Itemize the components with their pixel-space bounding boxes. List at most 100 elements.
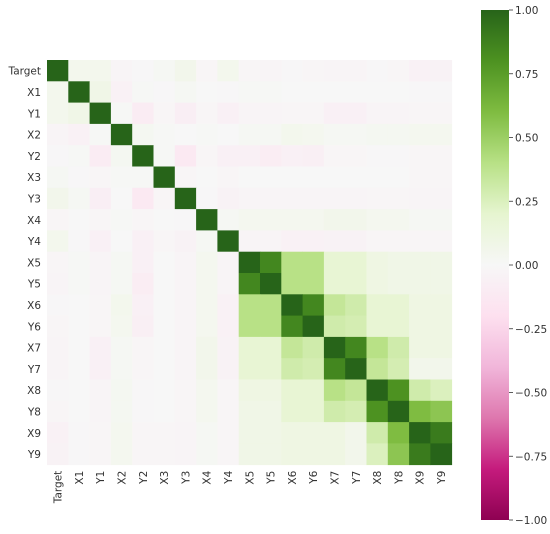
heatmap-cell [366, 60, 389, 82]
heatmap-cell [302, 145, 325, 167]
heatmap-cell [366, 422, 389, 444]
row-label: Y1 [27, 108, 41, 120]
heatmap-cell [196, 336, 218, 359]
heatmap-cell [89, 187, 112, 210]
heatmap-cell [387, 379, 410, 402]
row-label: Y7 [27, 364, 41, 376]
heatmap-cell [366, 273, 389, 295]
heatmap-cell [366, 102, 389, 125]
heatmap-cell [217, 187, 240, 210]
heatmap-cell [260, 358, 282, 380]
heatmap-cell [132, 123, 154, 146]
heatmap-cell [174, 230, 197, 253]
heatmap-cell [345, 230, 367, 253]
heatmap-cell [110, 379, 133, 402]
heatmap-cell [153, 81, 176, 103]
heatmap-cell [409, 123, 431, 146]
column-label: X3 [159, 471, 171, 485]
heatmap-cell [387, 443, 410, 466]
heatmap-cell [196, 145, 218, 167]
heatmap-cell [110, 443, 133, 466]
heatmap-cell [302, 358, 325, 380]
heatmap-cell [47, 315, 69, 338]
heatmap-cell [366, 187, 389, 210]
heatmap-cell [281, 422, 303, 444]
heatmap-cell [217, 336, 240, 359]
heatmap-cell [323, 145, 346, 167]
heatmap-cell [430, 251, 453, 274]
heatmap-cell [323, 273, 346, 295]
heatmap-cell [430, 422, 453, 444]
heatmap-cell [345, 315, 367, 338]
heatmap-cell [430, 187, 453, 210]
heatmap-cell [281, 166, 303, 189]
heatmap-cell [345, 294, 367, 316]
heatmap-cell [196, 60, 218, 82]
column-label: Y2 [138, 471, 150, 485]
heatmap-cell [153, 209, 176, 231]
heatmap-cell [238, 443, 261, 466]
heatmap-cell [132, 209, 154, 231]
heatmap-cell [302, 60, 325, 82]
heatmap-cell [387, 294, 410, 316]
heatmap-cell [366, 400, 389, 423]
heatmap-cell [387, 123, 410, 146]
row-label: Y4 [27, 236, 41, 248]
heatmap-cell [68, 81, 90, 103]
heatmap-cell [174, 145, 197, 167]
heatmap-cell [153, 166, 176, 189]
heatmap-cell [174, 400, 197, 423]
heatmap-cell [430, 336, 453, 359]
heatmap-cell [409, 379, 431, 402]
column-label: X2 [117, 471, 129, 485]
heatmap-cell [387, 81, 410, 103]
heatmap-cell [238, 273, 261, 295]
row-label: X2 [27, 130, 41, 142]
heatmap-cell [430, 230, 453, 253]
row-label: X4 [27, 215, 41, 227]
heatmap-cell [409, 145, 431, 167]
heatmap-cell [387, 230, 410, 253]
heatmap-cell [238, 102, 261, 125]
column-label: Y8 [393, 471, 405, 485]
heatmap-cell [217, 102, 240, 125]
column-label: Y1 [95, 471, 107, 485]
heatmap-cell [302, 123, 325, 146]
heatmap-cell [281, 251, 303, 274]
heatmap-cell [238, 336, 261, 359]
heatmap-cell [281, 400, 303, 423]
heatmap-cell [302, 379, 325, 402]
heatmap-cell [281, 60, 303, 82]
heatmap-cell [345, 251, 367, 274]
heatmap-cell [430, 102, 453, 125]
heatmap-cell [366, 209, 389, 231]
heatmap-cell [217, 251, 240, 274]
heatmap-cell [196, 273, 218, 295]
heatmap-cell [260, 315, 282, 338]
heatmap-cell [238, 60, 261, 82]
heatmap-cell [345, 123, 367, 146]
heatmap-cell [196, 315, 218, 338]
column-label: X8 [372, 471, 384, 485]
heatmap-cell [47, 230, 69, 253]
heatmap-cell [47, 422, 69, 444]
heatmap-cell [281, 145, 303, 167]
heatmap-cell [387, 187, 410, 210]
colorbar-tick-label: −0.25 [515, 324, 547, 336]
heatmap-cell [47, 273, 69, 295]
heatmap-cell [47, 443, 69, 466]
heatmap-cell [132, 379, 154, 402]
column-label: Y6 [308, 470, 320, 484]
heatmap-cell [89, 358, 112, 380]
heatmap-cell [174, 187, 197, 210]
row-labels: Target X1 Y1 X2 Y2 X3 Y3 X4 Y4 X5 Y5 X6 Y6 X7 Y7 X8 Y8 X9… [8, 66, 42, 461]
heatmap-cell [302, 230, 325, 253]
heatmap-cell [281, 315, 303, 338]
heatmap-cell [345, 209, 367, 231]
column-label: Y9 [436, 471, 448, 485]
heatmap-cell [196, 443, 218, 466]
heatmap-cell [153, 123, 176, 146]
heatmap-cell [281, 273, 303, 295]
row-label: X9 [27, 428, 41, 440]
heatmap-cell [110, 102, 133, 125]
